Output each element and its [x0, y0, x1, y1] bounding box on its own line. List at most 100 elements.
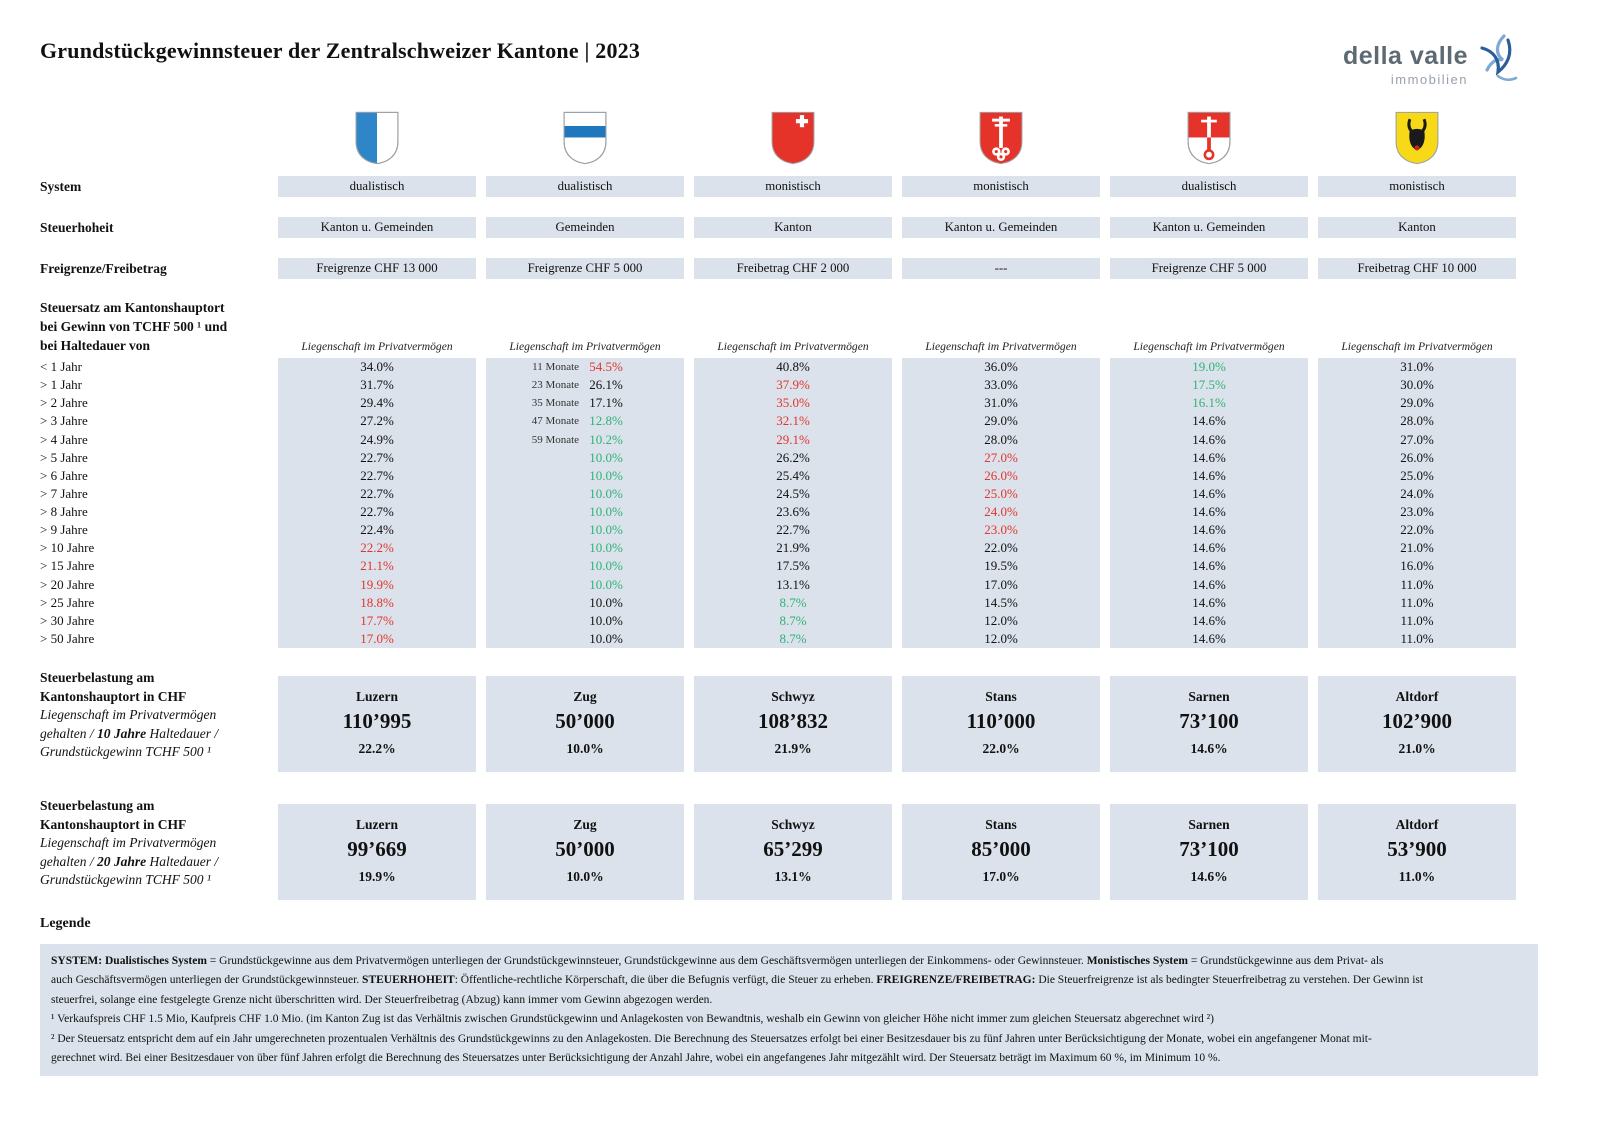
row-label-freigrenze: Freigrenze/Freibetrag: [40, 261, 167, 276]
text-segment: gehalten /: [40, 853, 97, 869]
rate-cell: 10.0%: [486, 503, 684, 521]
steuerhoheit-cell: Kanton: [1318, 217, 1516, 238]
rate-section-heading: Steuersatz am Kantonshauptort bei Gewinn …: [40, 298, 227, 355]
rate-cell: 36.0%: [902, 358, 1100, 376]
rate-cell: 8.7%: [694, 630, 892, 648]
rate-value: 8.7%: [779, 630, 807, 646]
rate-value: 11.0%: [1400, 594, 1434, 610]
freigrenze-cell: Freigrenze CHF 5 000: [486, 258, 684, 279]
burden-label-bold-line: Kantonshauptort in CHF: [40, 817, 187, 832]
duration-label: > 1 Jahr: [40, 377, 82, 393]
burden-label-italic-line: gehalten / 20 Jahre Haltedauer /: [40, 853, 218, 872]
burden-card-20y: Zug 50’000 10.0%: [486, 804, 684, 900]
rate-cell: 14.6%: [1110, 612, 1308, 630]
uri-coat-of-arms-icon: [1318, 110, 1516, 168]
rate-cell: 27.2%: [278, 412, 476, 430]
rate-value: 21.1%: [360, 558, 394, 574]
rate-cell: 23 Monate 26.1%: [486, 376, 684, 394]
legend-line: ² Der Steuersatz entspricht dem auf ein …: [51, 1030, 1527, 1049]
text-segment: = Grundstückgewinne aus dem Privatvermög…: [206, 955, 1087, 967]
rate-value: 8.7%: [779, 594, 807, 610]
zug-coat-of-arms-icon: [486, 110, 684, 168]
rate-cell: 14.6%: [1110, 594, 1308, 612]
rate-value: 36.0%: [984, 359, 1018, 374]
page-title: Grundstückgewinnsteuer der Zentralschwei…: [40, 38, 641, 63]
rate-cell: 14.6%: [1110, 503, 1308, 521]
rate-value: 37.9%: [776, 377, 810, 393]
rate-value: 22.2%: [360, 540, 394, 556]
rate-cell: 37.9%: [694, 376, 892, 394]
capital-name: Altdorf: [1395, 817, 1439, 832]
rate-value: 14.6%: [1192, 467, 1226, 483]
rate-cell: 47 Monate 12.8%: [486, 412, 684, 430]
rate-value: 26.2%: [776, 449, 810, 465]
text-segment: ² Der Steuersatz entspricht dem auf ein …: [51, 1032, 1372, 1045]
obwalden-coat-of-arms-icon: [1110, 110, 1308, 168]
burden-10y-label: Steuerbelastung am Kantonshauptort in CHF…: [40, 668, 218, 762]
row-label-steuerhoheit: Steuerhoheit: [40, 220, 114, 235]
text-segment: Liegenschaft im Privatvermögen: [40, 835, 217, 850]
capital-name: Schwyz: [771, 689, 815, 704]
rate-value: 10.0%: [589, 594, 623, 610]
rate-value: 17.0%: [360, 630, 394, 646]
burden-card-10y: Stans 110’000 22.0%: [902, 676, 1100, 772]
canton-column-obwalden: dualistisch Kanton u. Gemeinden Freigrenze…: [1110, 0, 1308, 1131]
rate-cell: 25.0%: [1318, 467, 1516, 485]
rate-cell: 35.0%: [694, 394, 892, 412]
burden-card-20y: Altdorf 53’900 11.0%: [1318, 804, 1516, 900]
rate-cell: 11 Monate 54.5%: [486, 358, 684, 376]
text-segment: Liegenschaft im Privatvermögen: [40, 707, 217, 722]
rate-cell: 28.0%: [1318, 412, 1516, 430]
rate-cell: 17.0%: [278, 630, 476, 648]
rate-cell: 10.0%: [486, 449, 684, 467]
text-segment: 20 Jahre: [97, 853, 147, 869]
privatvermoegen-column-header: Liegenschaft im Privatvermögen: [1133, 340, 1285, 353]
rate-value: 25.0%: [984, 485, 1018, 501]
duration-labels: < 1 Jahr > 1 Jahr > 2 Jahre > 3 Jahre > 4 Ja…: [40, 358, 94, 648]
text-segment: Haltedauer /: [146, 853, 219, 869]
burden-percent: 10.0%: [566, 869, 604, 884]
burden-percent: 21.9%: [774, 741, 812, 756]
rate-cell: 34.0%: [278, 358, 476, 376]
logo: della valle immobilien: [1343, 34, 1524, 90]
rate-value: 30.0%: [1400, 377, 1434, 393]
rate-value: 22.7%: [360, 504, 394, 519]
burden-amount: 110’995: [342, 709, 412, 733]
privatvermoegen-column-header: Liegenschaft im Privatvermögen: [925, 340, 1077, 353]
burden-amount: 85’000: [971, 837, 1031, 861]
burden-percent: 22.2%: [358, 741, 396, 756]
capital-name: Sarnen: [1188, 689, 1230, 704]
text-segment: Grundstückgewinn TCHF 500 ¹: [40, 872, 211, 887]
rate-value: 22.7%: [776, 522, 810, 538]
capital-name: Zug: [573, 689, 597, 704]
rate-value: 22.4%: [360, 522, 394, 538]
rate-cell: 16.1%: [1110, 394, 1308, 412]
rate-value: 24.5%: [776, 485, 810, 501]
burden-card-10y: Sarnen 73’100 14.6%: [1110, 676, 1308, 772]
rate-cell: 26.2%: [694, 449, 892, 467]
freigrenze-cell: Freibetrag CHF 2 000: [694, 258, 892, 279]
rate-cell: 21.1%: [278, 557, 476, 575]
rate-cell: 16.0%: [1318, 557, 1516, 575]
burden-percent: 19.9%: [358, 869, 396, 884]
steuerhoheit-cell: Kanton: [694, 217, 892, 238]
canton-column-schwyz: monistisch Kanton Freibetrag CHF 2 000 Lieg…: [694, 0, 892, 1131]
rate-value: 22.0%: [1400, 522, 1434, 538]
rate-value: 14.6%: [1192, 630, 1226, 646]
text-segment: gehalten /: [40, 725, 97, 741]
text-segment: steuerfrei, solange eine festgelegte Gre…: [51, 993, 713, 1006]
duration-label: > 6 Jahre: [40, 467, 88, 483]
text-segment: Haltedauer /: [146, 725, 219, 741]
rate-value: 17.7%: [360, 612, 394, 628]
rate-cell: 10.0%: [486, 612, 684, 630]
rate-cell: 10.0%: [486, 485, 684, 503]
rate-value: 27.0%: [984, 449, 1018, 465]
rate-value: 22.7%: [360, 449, 394, 465]
logo-subtitle: immobilien: [1390, 72, 1468, 87]
rate-value: 29.1%: [776, 431, 810, 447]
rate-value: 10.0%: [589, 467, 623, 483]
burden-percent: 11.0%: [1398, 869, 1436, 884]
burden-card-10y: Schwyz 108’832 21.9%: [694, 676, 892, 772]
rate-heading-line: bei Haltedauer von: [40, 338, 151, 353]
rate-value: 22.0%: [984, 540, 1018, 556]
